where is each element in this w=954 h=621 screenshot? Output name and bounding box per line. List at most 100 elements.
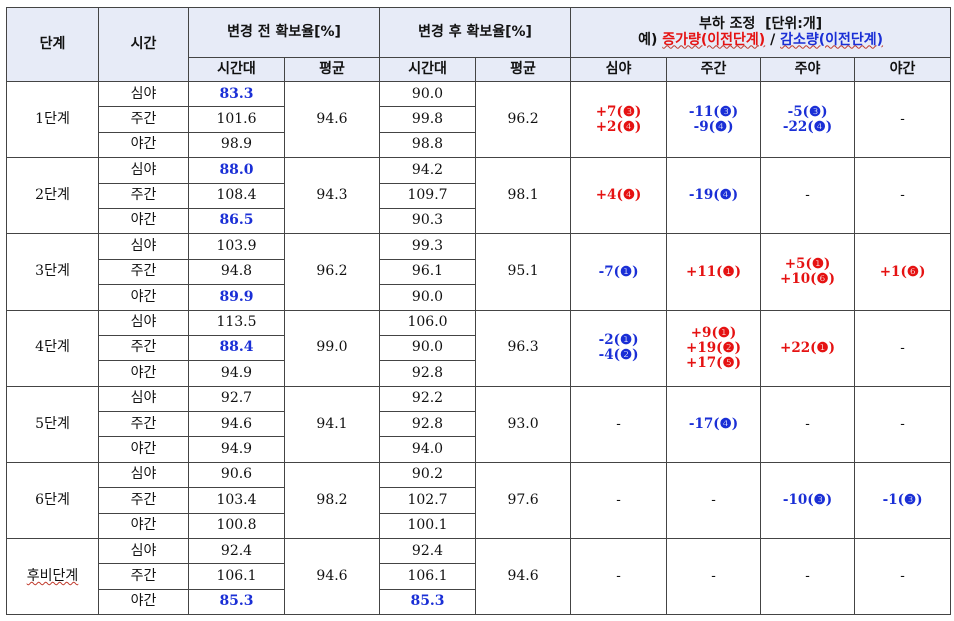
empty-adjustment: - [616, 415, 621, 432]
before-value-cell: 108.4 [188, 182, 285, 209]
period-cell: 심야 [98, 157, 189, 184]
load-adjustment-table: 단계 시간 변경 전 확보율[%] 변경 후 확보율[%] 부하 조정 [단위:… [6, 7, 952, 616]
before-average-cell: 94.3 [283, 157, 381, 235]
table-row: 주간 94.6 92.8 [7, 411, 951, 438]
adj-daytime-cell: +11(❶) [666, 233, 762, 311]
period-cell: 주간 [98, 411, 189, 438]
period-cell: 주간 [98, 563, 189, 590]
table-row: 6단계 심야 90.6 98.2 90.2 97.6 - - -10(❸) -1(❸) [6, 461, 952, 540]
adjustment-value: -11(❸) [688, 103, 739, 120]
before-value-cell: 94.9 [188, 436, 285, 463]
adj-night-cell: - [854, 538, 952, 616]
stage-label: 2단계 [35, 187, 70, 204]
subheader-night: 야간 [854, 57, 952, 82]
table-row: 주간 88.4 90.0 [7, 334, 951, 362]
adj-late-night-cell: -2(❶) -4(❷) [570, 309, 668, 387]
stage-label: 6단계 [35, 491, 70, 508]
table-body: 1단계 심야 83.3 94.6 90.0 96.2 +7(❸) +2(❹) -11(❸) -9(… [6, 80, 952, 616]
after-value-cell: 102.7 [379, 487, 477, 514]
after-value-cell: 94.0 [379, 436, 477, 463]
adj-late-night-cell: +4(❹) [570, 157, 668, 235]
empty-adjustment: - [900, 339, 905, 356]
empty-adjustment: - [900, 415, 905, 432]
adjustment-value: -7(❶) [598, 263, 639, 280]
adjustment-value: -4(❷) [598, 347, 639, 364]
empty-adjustment: - [900, 111, 905, 128]
subheader-average-after: 평균 [475, 57, 572, 82]
stage-label: 4단계 [35, 339, 70, 356]
before-average-cell: 99.0 [283, 309, 381, 387]
period-cell: 야간 [98, 436, 189, 463]
table-header: 단계 시간 변경 전 확보율[%] 변경 후 확보율[%] 부하 조정 [단위:… [6, 7, 952, 82]
adj-daytime-cell: -17(❹) [666, 385, 762, 463]
subheader-average: 평균 [283, 57, 381, 82]
adj-day-night-cell: - [760, 538, 856, 616]
adjustment-value: +11(❶) [686, 263, 742, 280]
period-cell: 야간 [98, 588, 189, 616]
header-time: 시간 [98, 7, 189, 82]
period-cell: 주간 [98, 182, 189, 209]
period-cell: 심야 [98, 538, 189, 565]
before-value-cell: 113.5 [188, 309, 285, 336]
header-stage: 단계 [6, 7, 99, 82]
table-row: 야간 86.5 90.3 [7, 207, 951, 235]
stage-cell: 4단계 [6, 309, 99, 387]
after-average-cell: 93.0 [475, 385, 572, 463]
period-cell: 야간 [98, 360, 189, 387]
period-cell: 심야 [98, 233, 189, 260]
adj-daytime-cell: -11(❸) -9(❹) [666, 80, 762, 159]
before-value-cell: 101.6 [188, 106, 285, 133]
load-example-line: 예) 증가량(이전단계) / 감소량(이전단계) [571, 31, 950, 48]
adjustment-value: -17(❹) [688, 415, 739, 432]
empty-adjustment: - [805, 568, 810, 585]
after-value-cell: 92.4 [379, 538, 477, 565]
table-row: 4단계 심야 113.5 99.0 106.0 96.3 -2(❶) -4(❷) +9(❶) +1… [6, 309, 952, 387]
after-value-cell: 94.2 [379, 157, 477, 184]
stage-label: 1단계 [35, 110, 70, 127]
before-value-cell: 88.4 [188, 334, 285, 362]
table-row: 야간 85.3 85.3 [7, 588, 951, 616]
period-cell: 야간 [98, 131, 189, 159]
before-value-cell: 83.3 [188, 80, 285, 108]
example-prefix: 예) [638, 31, 658, 48]
table-row: 주간 108.4 109.7 [7, 182, 951, 209]
adjustment-value: -1(❸) [882, 492, 923, 509]
adj-day-night-cell: +22(❶) [760, 309, 856, 387]
adj-night-cell: +1(❻) [854, 233, 952, 311]
adj-late-night-cell: +7(❸) +2(❹) [570, 80, 668, 159]
empty-adjustment: - [900, 568, 905, 585]
period-cell: 심야 [98, 309, 189, 336]
adj-daytime-cell: +9(❶) +19(❷) +17(❺) [666, 309, 762, 387]
period-cell: 주간 [98, 334, 189, 362]
table-row: 1단계 심야 83.3 94.6 90.0 96.2 +7(❸) +2(❹) -11(❸) -9(… [6, 80, 952, 159]
before-average-cell: 94.6 [283, 538, 381, 616]
table-row: 야간 94.9 94.0 [7, 436, 951, 463]
adj-night-cell: - [854, 309, 952, 387]
empty-adjustment: - [711, 568, 716, 585]
table-row: 주간 101.6 99.8 [7, 106, 951, 133]
adjustment-value: +7(❸) [595, 103, 642, 120]
period-cell: 주간 [98, 106, 189, 133]
after-value-cell: 96.1 [379, 258, 477, 286]
subheader-timeslot: 시간대 [188, 57, 285, 82]
adj-late-night-cell: - [570, 461, 668, 540]
stage-cell: 5단계 [6, 385, 99, 463]
adjustment-value: +2(❹) [595, 118, 642, 135]
adj-day-night-cell: -5(❸) -22(❹) [760, 80, 856, 159]
period-cell: 심야 [98, 385, 189, 413]
stage-cell: 3단계 [6, 233, 99, 311]
adjustment-value: +4(❹) [595, 187, 642, 204]
load-title-line: 부하 조정 [단위:개] [571, 16, 950, 32]
before-value-cell: 94.9 [188, 360, 285, 387]
table-row: 주간 103.4 102.7 [7, 487, 951, 514]
before-value-cell: 92.7 [188, 385, 285, 413]
before-average-cell: 98.2 [283, 461, 381, 540]
after-average-cell: 97.6 [475, 461, 572, 540]
period-cell: 심야 [98, 461, 189, 489]
stage-label: 3단계 [35, 263, 70, 280]
before-value-cell: 103.4 [188, 487, 285, 514]
after-average-cell: 98.1 [475, 157, 572, 235]
example-increase: 증가량(이전단계) [662, 31, 766, 48]
adj-late-night-cell: - [570, 538, 668, 616]
before-value-cell: 85.3 [188, 588, 285, 616]
